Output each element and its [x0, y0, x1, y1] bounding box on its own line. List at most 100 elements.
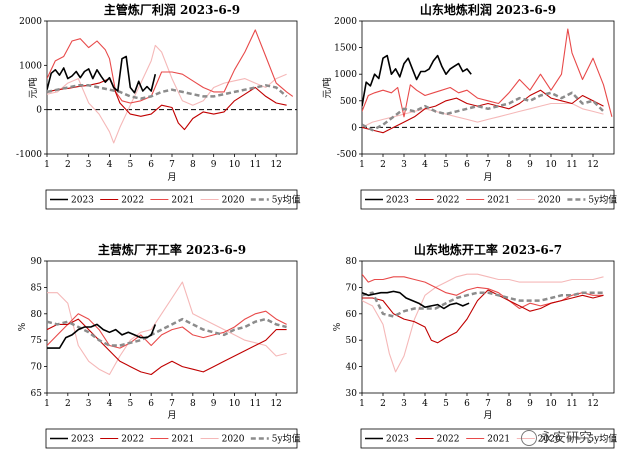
x-tick-label: 1 [44, 399, 50, 409]
legend-label: 2021 [171, 196, 194, 206]
y-axis-label: 元/吨 [321, 77, 333, 98]
x-tick-label: 7 [485, 160, 491, 170]
x-tick-label: 5 [443, 160, 449, 170]
x-tick-label: 6 [464, 399, 470, 409]
series-line-2020 [47, 44, 287, 144]
legend-label: 2020 [538, 196, 561, 206]
series-line-2021 [47, 310, 287, 349]
series-line-2023 [47, 55, 157, 94]
x-tick-label: 9 [527, 399, 533, 409]
y-tick-label: 1000 [19, 61, 42, 71]
x-tick-label: 4 [422, 399, 428, 409]
y-tick-label: 60 [346, 310, 358, 320]
x-tick-label: 6 [148, 160, 154, 170]
x-tick-label: 9 [211, 399, 217, 409]
x-tick-label: 7 [169, 160, 175, 170]
y-tick-label: 70 [346, 283, 358, 293]
legend-label: 2022 [121, 435, 144, 445]
x-tick-label: 3 [86, 399, 92, 409]
y-axis-label: 元/吨 [27, 77, 39, 98]
y-tick-label: 75 [31, 336, 43, 346]
plot-frame [361, 260, 615, 394]
series-line-2020 [362, 273, 604, 373]
x-tick-label: 10 [545, 160, 557, 170]
plot-frame [361, 20, 615, 155]
series-line-2022 [47, 318, 287, 376]
x-tick-label: 7 [485, 399, 491, 409]
series-line-5y-avg [362, 91, 605, 132]
y-tick-label: 65 [31, 389, 43, 399]
series-line-5y-avg [47, 317, 287, 347]
chart-title: 山东地炼利润 2023-6-9 [420, 2, 556, 17]
legend-label: 5y均值 [588, 433, 617, 445]
x-axis-label: 月 [483, 410, 492, 421]
legend-label: 2023 [386, 196, 409, 206]
x-tick-label: 1 [359, 399, 365, 409]
series-line-2023 [362, 54, 472, 107]
y-tick-label: 50 [346, 336, 358, 346]
x-tick-label: 1 [359, 160, 365, 170]
series-line-2023 [362, 290, 470, 310]
x-tick-label: 9 [211, 160, 217, 170]
y-tick-label: 1000 [334, 70, 357, 80]
x-tick-label: 10 [229, 160, 241, 170]
x-tick-label: 12 [587, 160, 598, 170]
series-line-2021 [362, 28, 613, 118]
x-tick-label: 11 [250, 399, 261, 409]
chart-title: 主营炼厂开工率 2023-6-9 [98, 242, 246, 257]
legend-label: 2023 [71, 435, 94, 445]
legend-label: 2021 [487, 196, 510, 206]
series-line-2022 [362, 289, 604, 344]
y-tick-label: 90 [31, 257, 43, 267]
x-tick-label: 4 [422, 160, 428, 170]
y-tick-label: 30 [346, 389, 358, 399]
series-line-2020 [47, 281, 287, 376]
x-tick-label: 9 [527, 160, 533, 170]
x-tick-label: 10 [229, 399, 241, 409]
legend: 2023 2022 2021 2020 5y均值 [360, 428, 617, 449]
x-tick-label: 2 [380, 160, 386, 170]
x-axis-label: 月 [167, 172, 176, 183]
y-tick-label: 1500 [334, 44, 357, 54]
x-tick-label: 8 [506, 160, 512, 170]
x-axis-label: 月 [483, 172, 492, 183]
series-line-2022 [362, 89, 604, 134]
y-tick-label: 70 [31, 363, 43, 373]
x-tick-label: 12 [587, 399, 598, 409]
legend-box [360, 189, 615, 210]
legend-label: 2020 [222, 435, 245, 445]
x-tick-label: 3 [401, 399, 407, 409]
y-tick-label: 0 [351, 123, 357, 133]
x-tick-label: 8 [190, 160, 196, 170]
legend-label: 2022 [437, 435, 460, 445]
series-line-2023 [47, 323, 157, 349]
legend-label: 2020 [222, 196, 245, 206]
legend-label: 2023 [71, 196, 94, 206]
x-tick-label: 6 [148, 399, 154, 409]
legend-label: 5y均值 [272, 433, 301, 445]
chart-title: 主管炼厂利润 2023-6-9 [104, 2, 240, 17]
legend-label: 2021 [171, 435, 194, 445]
legend-label: 2021 [487, 435, 510, 445]
x-tick-label: 10 [545, 399, 557, 409]
y-tick-label: 2000 [334, 17, 357, 27]
watermark: 永安研究 [521, 427, 592, 447]
series-line-5y-avg [362, 291, 604, 318]
y-tick-label: 40 [346, 363, 358, 373]
y-tick-label: 80 [346, 257, 358, 267]
y-tick-label: 2000 [19, 17, 42, 27]
series-line-5y-avg [47, 84, 288, 100]
x-tick-label: 6 [464, 160, 470, 170]
x-tick-label: 4 [107, 399, 113, 409]
series-line-2020 [362, 102, 604, 128]
x-tick-label: 12 [270, 399, 281, 409]
y-axis-label: % [18, 322, 28, 331]
x-tick-label: 11 [566, 399, 577, 409]
legend-label: 5y均值 [588, 194, 617, 206]
x-tick-label: 2 [65, 399, 71, 409]
legend-label: 2023 [386, 435, 409, 445]
